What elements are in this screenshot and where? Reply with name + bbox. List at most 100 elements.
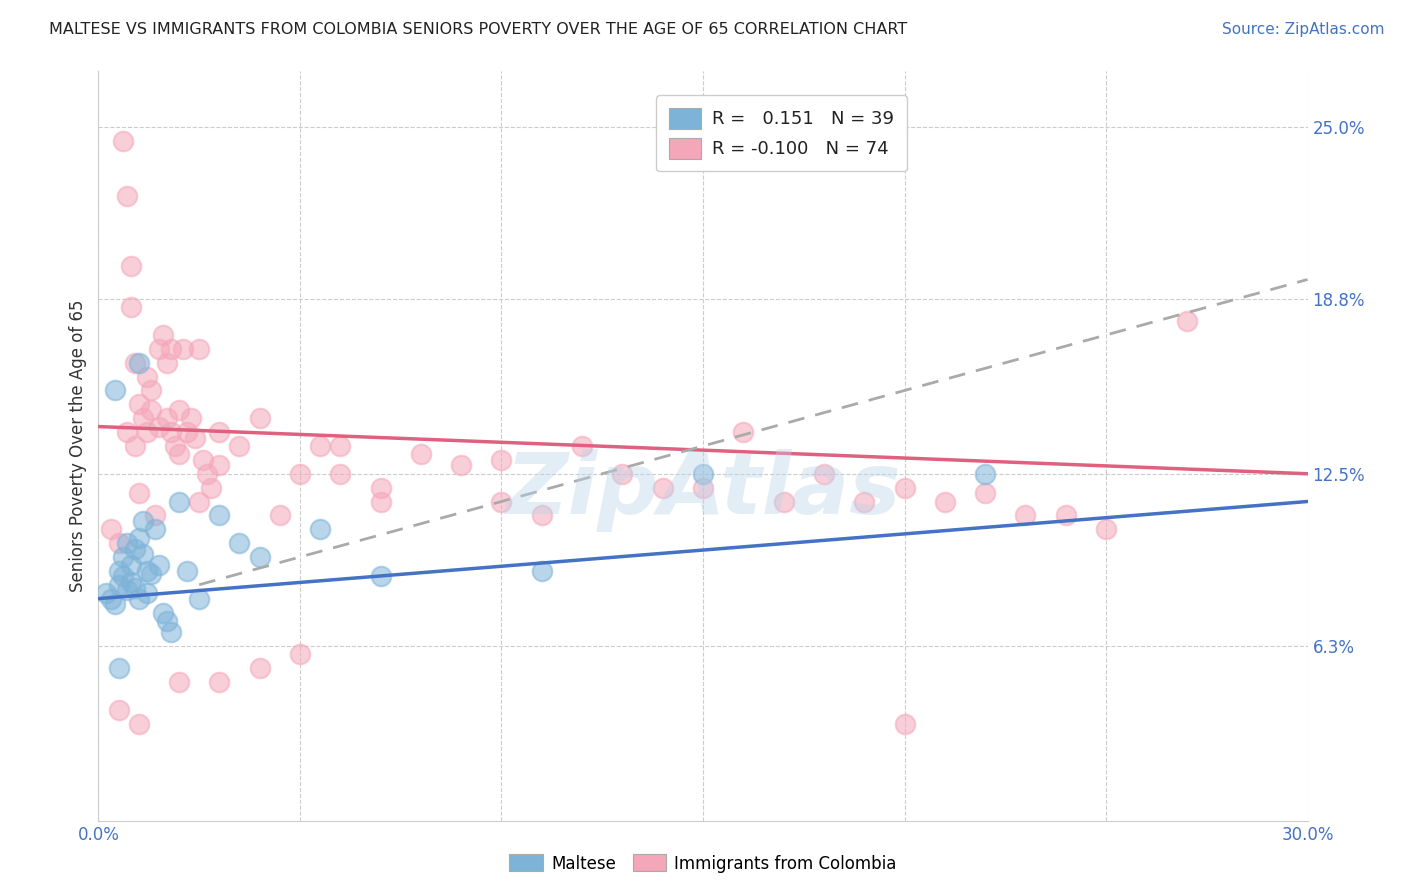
Point (772, 494, 794, 508)
Point (107, 564, 129, 578)
Point (249, 661, 271, 675)
Point (148, 419, 170, 434)
Point (309, 439, 332, 453)
Point (200, 481, 222, 495)
Point (139, 384, 162, 398)
Legend: Maltese, Immigrants from Colombia: Maltese, Immigrants from Colombia (503, 847, 903, 880)
Point (692, 467, 714, 481)
Point (180, 411, 202, 425)
Point (124, 541, 146, 556)
Y-axis label: Seniors Poverty Over the Age of 65: Seniors Poverty Over the Age of 65 (69, 300, 87, 592)
Point (148, 558, 170, 573)
Point (135, 564, 157, 578)
Point (249, 411, 271, 425)
Point (100, 522, 122, 536)
Point (143, 522, 166, 536)
Point (115, 425, 138, 439)
Point (160, 342, 183, 356)
Point (1175, 314, 1198, 328)
Text: ZipAtlas: ZipAtlas (505, 450, 901, 533)
Point (188, 494, 211, 508)
Point (135, 369, 157, 384)
Point (228, 439, 250, 453)
Text: Source: ZipAtlas.com: Source: ZipAtlas.com (1222, 22, 1385, 37)
Point (156, 411, 179, 425)
Point (100, 591, 122, 606)
Point (167, 494, 190, 508)
Point (139, 566, 162, 581)
Point (115, 583, 138, 598)
Point (208, 508, 231, 523)
Point (120, 259, 142, 273)
Point (491, 494, 513, 508)
Point (184, 431, 207, 445)
Point (111, 569, 134, 583)
Point (370, 569, 392, 583)
Point (288, 647, 311, 661)
Legend: R =   0.151   N = 39, R = -0.100   N = 74: R = 0.151 N = 39, R = -0.100 N = 74 (657, 95, 907, 171)
Point (103, 597, 125, 611)
Point (132, 411, 155, 425)
Point (107, 578, 129, 592)
Point (132, 547, 155, 561)
Point (111, 549, 134, 564)
Point (120, 558, 142, 573)
Point (115, 189, 138, 203)
Point (934, 494, 956, 508)
Point (288, 467, 311, 481)
Point (329, 439, 352, 453)
Point (128, 486, 150, 500)
Point (893, 481, 915, 495)
Point (128, 531, 150, 545)
Point (139, 403, 162, 417)
Point (160, 425, 183, 439)
Point (124, 439, 146, 453)
Point (208, 674, 231, 689)
Point (208, 425, 231, 439)
Point (128, 356, 150, 370)
Point (156, 614, 179, 628)
Point (163, 439, 186, 453)
Point (128, 591, 150, 606)
Point (450, 458, 472, 473)
Point (107, 661, 129, 675)
Point (148, 342, 170, 356)
Point (124, 356, 146, 370)
Point (167, 403, 190, 417)
Point (156, 356, 179, 370)
Point (172, 342, 194, 356)
Point (193, 453, 215, 467)
Point (188, 591, 211, 606)
Point (208, 458, 231, 473)
Point (269, 508, 291, 523)
Point (974, 467, 997, 481)
Point (309, 522, 332, 536)
Point (249, 549, 271, 564)
Point (1054, 508, 1077, 523)
Point (135, 586, 157, 600)
Point (195, 467, 218, 481)
Point (167, 447, 190, 461)
Point (176, 564, 198, 578)
Point (893, 716, 915, 731)
Point (409, 447, 432, 461)
Point (103, 384, 125, 398)
Point (120, 300, 142, 314)
Point (115, 536, 138, 550)
Point (329, 467, 352, 481)
Point (135, 425, 157, 439)
Point (160, 624, 183, 639)
Point (96, 586, 118, 600)
Point (974, 486, 997, 500)
Point (530, 564, 553, 578)
Point (1014, 508, 1036, 523)
Point (128, 716, 150, 731)
Point (228, 536, 250, 550)
Point (692, 481, 714, 495)
Point (167, 674, 190, 689)
Point (176, 425, 198, 439)
Point (853, 494, 876, 508)
Point (813, 467, 835, 481)
Point (1095, 522, 1118, 536)
Point (152, 328, 174, 343)
